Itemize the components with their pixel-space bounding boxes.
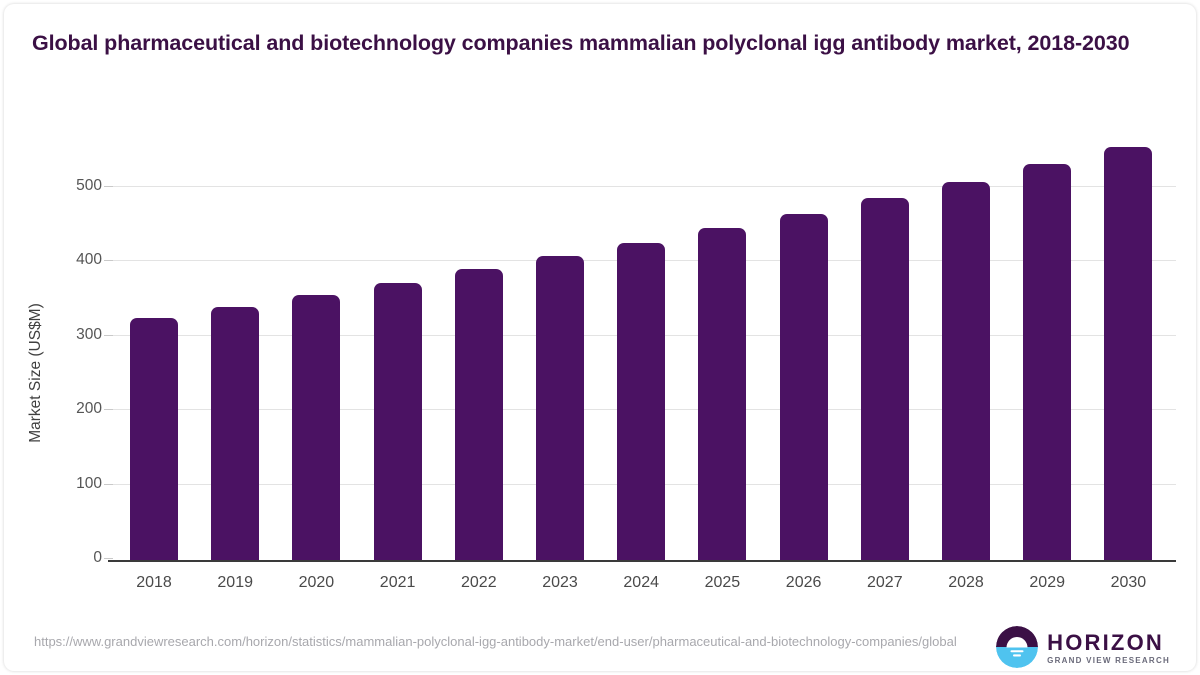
- x-tick-label-2029: 2029: [1029, 574, 1065, 591]
- bar-2023[interactable]: [536, 255, 584, 560]
- y-axis-title: Market Size (US$M): [27, 303, 44, 443]
- chart-card: Global pharmaceutical and biotechnology …: [4, 4, 1196, 671]
- x-tick-label-2026: 2026: [785, 574, 822, 591]
- y-tickmark-300: [104, 334, 113, 336]
- y-tickmark-200: [104, 409, 113, 411]
- x-tick-label-2019: 2019: [217, 574, 253, 591]
- y-tickmark-500: [104, 186, 113, 187]
- source-url[interactable]: https://www.grandviewresearch.com/horizo…: [34, 634, 957, 649]
- logo-wordmark: HORIZON: [1047, 629, 1164, 655]
- bar-2028[interactable]: [942, 181, 990, 560]
- y-tickmark-400: [104, 260, 113, 262]
- bar-2022[interactable]: [454, 269, 503, 560]
- y-tick-label-400: 400: [76, 251, 102, 269]
- bar-2030[interactable]: [1104, 146, 1153, 560]
- y-tick-label-100: 100: [76, 474, 102, 492]
- gridline-500: [112, 186, 1176, 187]
- x-tick-label-2024: 2024: [623, 574, 659, 591]
- bar-2021[interactable]: [373, 282, 422, 560]
- bar-2019[interactable]: [211, 307, 260, 560]
- bar-2029[interactable]: [1023, 164, 1072, 560]
- x-tick-label-2027: 2027: [867, 574, 903, 591]
- y-tickmark-0: [104, 558, 113, 559]
- page-title: Global pharmaceutical and biotechnology …: [32, 31, 1130, 55]
- bar-chart: Market Size (US$M) 0 100 200 300 400 500 2018…: [4, 4, 1196, 671]
- bar-2027[interactable]: [860, 197, 909, 560]
- logo-tagline: GRAND VIEW RESEARCH: [1047, 655, 1170, 665]
- y-tick-label-200: 200: [76, 400, 102, 418]
- x-axis-line: [108, 560, 1176, 562]
- y-tickmark-100: [104, 483, 113, 485]
- x-tick-label-2020: 2020: [298, 574, 335, 591]
- x-tick-label-2030: 2030: [1110, 574, 1147, 591]
- y-tick-label-500: 500: [76, 177, 102, 194]
- bar-2025[interactable]: [698, 228, 747, 560]
- x-tick-label-2028: 2028: [948, 574, 984, 591]
- bar-2020[interactable]: [292, 295, 341, 560]
- bar-2024[interactable]: [617, 242, 666, 560]
- bar-2018[interactable]: [130, 318, 178, 560]
- horizon-sunrise-circle-icon: [996, 626, 1039, 668]
- x-tick-label-2025: 2025: [704, 574, 741, 591]
- horizon-logo[interactable]: HORIZON GRAND VIEW RESEARCH: [996, 624, 1170, 670]
- bar-2026[interactable]: [779, 213, 828, 560]
- y-tick-label-300: 300: [76, 325, 102, 343]
- x-tick-label-2022: 2022: [461, 574, 497, 591]
- logo-text: HORIZON GRAND VIEW RESEARCH: [1047, 630, 1170, 665]
- x-tick-label-2021: 2021: [379, 574, 416, 591]
- y-tick-label-0: 0: [93, 549, 102, 566]
- x-tick-label-2018: 2018: [136, 574, 172, 591]
- x-tick-label-2023: 2023: [542, 574, 578, 591]
